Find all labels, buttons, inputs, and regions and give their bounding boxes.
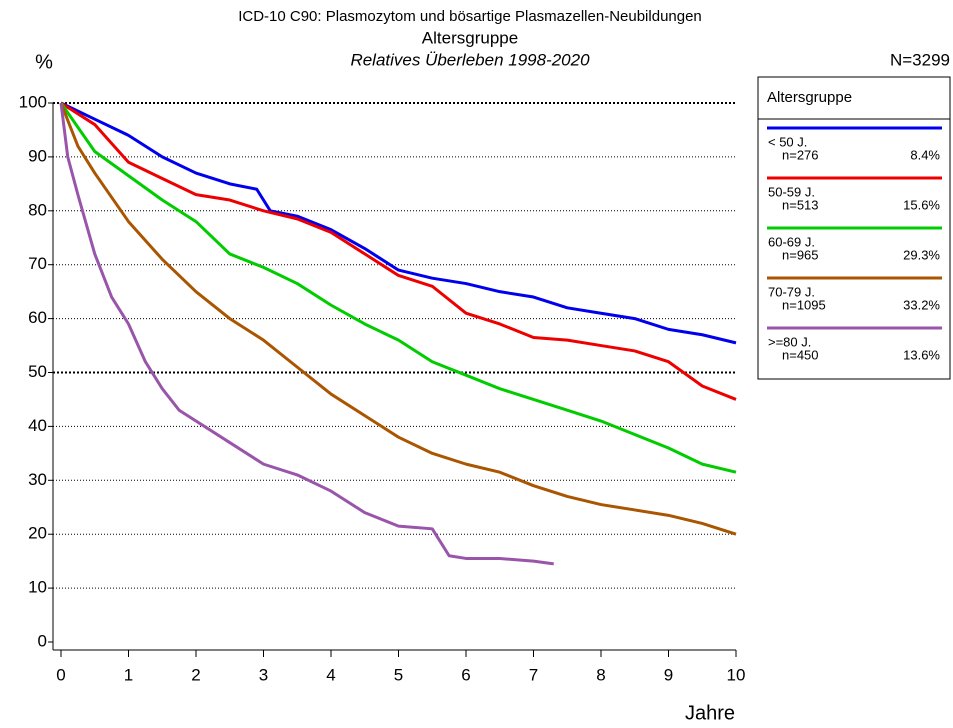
x-tick-label: 1 bbox=[124, 665, 133, 684]
x-tick-label: 0 bbox=[56, 665, 65, 684]
y-tick-label: 80 bbox=[28, 200, 47, 219]
chart-title: ICD-10 C90: Plasmozytom und bösartige Pl… bbox=[238, 8, 702, 25]
legend-count: n=1095 bbox=[782, 297, 826, 312]
y-tick-label: 10 bbox=[28, 578, 47, 597]
y-tick-label: 50 bbox=[28, 362, 47, 381]
x-axis-label: Jahre bbox=[685, 702, 735, 724]
x-tick-label: 9 bbox=[664, 665, 673, 684]
total-label: N=3299 bbox=[890, 50, 950, 69]
y-tick-label: 40 bbox=[28, 416, 47, 435]
x-tick-label: 6 bbox=[461, 665, 470, 684]
x-tick-label: 8 bbox=[596, 665, 605, 684]
legend-share: 8.4% bbox=[910, 147, 940, 162]
legend-label: >=80 J. bbox=[768, 334, 811, 349]
chart-subtitle: Relatives Überleben 1998-2020 bbox=[350, 50, 590, 69]
x-tick-label: 4 bbox=[326, 665, 335, 684]
legend-label: < 50 J. bbox=[768, 134, 807, 149]
series-line bbox=[59, 102, 554, 566]
legend-label: 70-79 J. bbox=[768, 284, 815, 299]
y-tick-label: 0 bbox=[38, 631, 47, 650]
y-axis-label: % bbox=[35, 51, 53, 73]
legend-share: 15.6% bbox=[903, 197, 940, 212]
legend-count: n=513 bbox=[782, 197, 819, 212]
y-tick-label: 60 bbox=[28, 308, 47, 327]
chart-subtitle: Altersgruppe bbox=[422, 28, 518, 47]
legend-label: 60-69 J. bbox=[768, 234, 815, 249]
legend-count: n=276 bbox=[782, 147, 819, 162]
x-tick-label: 7 bbox=[529, 665, 538, 684]
y-tick-label: 70 bbox=[28, 254, 47, 273]
x-tick-label: 3 bbox=[259, 665, 268, 684]
series-line bbox=[60, 101, 737, 401]
x-tick-label: 10 bbox=[727, 665, 746, 684]
legend-share: 33.2% bbox=[903, 297, 940, 312]
x-tick-label: 2 bbox=[191, 665, 200, 684]
legend-label: 50-59 J. bbox=[768, 184, 815, 199]
series-line bbox=[60, 101, 737, 345]
legend-count: n=965 bbox=[782, 247, 819, 262]
legend-count: n=450 bbox=[782, 347, 819, 362]
x-tick-label: 5 bbox=[394, 665, 403, 684]
y-tick-label: 90 bbox=[28, 146, 47, 165]
y-tick-label: 100 bbox=[19, 92, 47, 111]
legend-share: 29.3% bbox=[903, 247, 940, 262]
series-line bbox=[59, 102, 737, 474]
legend-title: Altersgruppe bbox=[767, 89, 852, 106]
legend-share: 13.6% bbox=[903, 347, 940, 362]
series-line bbox=[59, 102, 737, 536]
y-tick-label: 20 bbox=[28, 524, 47, 543]
legend-box bbox=[757, 76, 951, 380]
y-tick-label: 30 bbox=[28, 470, 47, 489]
